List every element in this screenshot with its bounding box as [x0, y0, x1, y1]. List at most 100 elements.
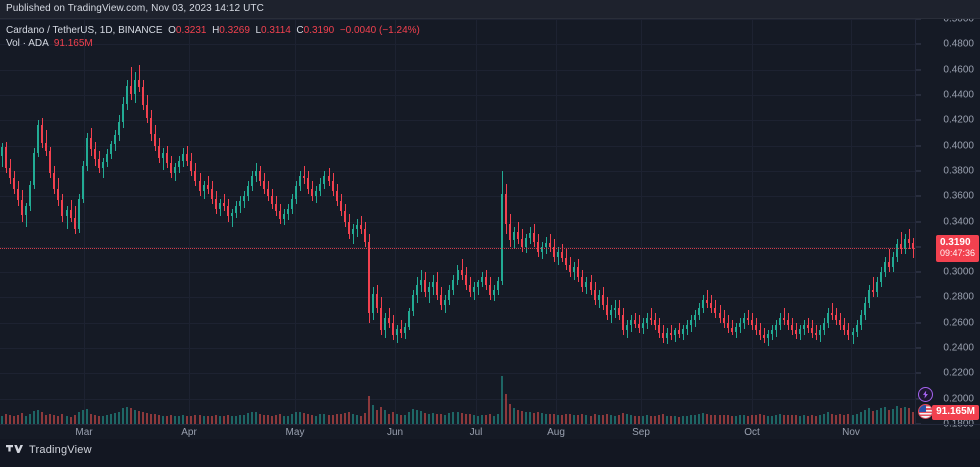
- price-axis-tick-label: 0.5000: [943, 19, 974, 25]
- volume-bar: [25, 415, 28, 424]
- candle-body: [33, 153, 36, 185]
- candle-body: [53, 173, 56, 189]
- candle-body: [468, 284, 471, 293]
- candle-body: [275, 203, 278, 212]
- candle-body: [279, 211, 282, 219]
- candle-body: [682, 329, 685, 335]
- time-axis[interactable]: Mar Apr May Jun Jul Aug Sep Oct Nov: [0, 424, 980, 439]
- candle-body: [416, 284, 419, 295]
- volume-bar: [694, 414, 697, 424]
- volume-bar: [585, 415, 588, 424]
- candle-body: [258, 170, 261, 181]
- volume-bar: [428, 414, 431, 424]
- time-axis-tick-label: May: [285, 427, 305, 438]
- volume-bar: [198, 414, 201, 424]
- candle-body: [371, 293, 374, 313]
- candle-body: [85, 137, 88, 166]
- candle-body: [803, 325, 806, 330]
- volume-bar: [291, 414, 294, 424]
- current-volume-badge[interactable]: 91.165M: [932, 405, 979, 420]
- candle-body: [891, 256, 894, 268]
- current-price-badge[interactable]: 0.3190 09:47:36: [935, 235, 979, 263]
- candle-body: [154, 134, 157, 146]
- volume-bar: [722, 415, 725, 424]
- candle-body: [791, 325, 794, 331]
- candle-wick: [853, 327, 854, 345]
- footer-bar: TradingView: [0, 439, 980, 467]
- price-axis-tick-mark: [916, 221, 921, 222]
- volume-bar: [621, 412, 624, 424]
- tradingview-logo[interactable]: TradingView: [6, 444, 92, 456]
- candle-body: [678, 330, 681, 335]
- volume-bar: [400, 414, 403, 424]
- volume-bar: [307, 414, 310, 424]
- volume-bar: [432, 413, 435, 424]
- time-axis-tick-label: Jun: [386, 427, 404, 438]
- volume-bar: [295, 412, 298, 424]
- candle-body: [843, 325, 846, 331]
- volume-histogram: [0, 19, 915, 424]
- candle-body: [645, 317, 648, 323]
- candle-body: [263, 181, 266, 189]
- volume-bar: [851, 414, 854, 424]
- volume-bar: [182, 414, 185, 424]
- volume-bar: [907, 408, 910, 424]
- candle-wick: [329, 168, 330, 187]
- candle-wick: [651, 307, 652, 326]
- gridline-horizontal: [0, 348, 915, 350]
- volume-bar: [186, 415, 189, 424]
- flag-canton: [919, 405, 927, 412]
- volume-bar: [871, 410, 874, 424]
- price-axis-tick-mark: [916, 170, 921, 172]
- volume-bar: [891, 408, 894, 424]
- volume-bar: [520, 410, 523, 424]
- volume-bar: [81, 410, 84, 424]
- candle-body: [754, 325, 757, 331]
- volume-bar: [194, 415, 197, 424]
- candle-wick: [139, 64, 140, 93]
- volume-bar: [271, 415, 274, 424]
- candle-body: [581, 277, 584, 288]
- candle-body: [41, 125, 44, 144]
- candle-body: [5, 146, 8, 169]
- gridline-horizontal: [0, 221, 915, 223]
- candle-body: [787, 320, 790, 326]
- volume-bar: [863, 409, 866, 424]
- volume-bar: [589, 415, 592, 424]
- candle-body: [496, 280, 499, 290]
- candle-body: [242, 196, 245, 202]
- volume-bar: [803, 415, 806, 424]
- us-flag-icon[interactable]: [918, 404, 933, 419]
- volume-bar: [343, 412, 346, 424]
- candle-body: [903, 239, 906, 250]
- volume-bar: [662, 414, 665, 424]
- candle-body: [170, 163, 173, 174]
- candle-body: [327, 175, 330, 181]
- candle-body: [851, 331, 854, 336]
- candle-wick: [232, 208, 233, 227]
- volume-bar: [392, 412, 394, 424]
- candle-body: [198, 181, 201, 192]
- volume-bar: [508, 404, 511, 424]
- candle-body: [859, 315, 862, 326]
- candle-wick: [131, 67, 132, 100]
- candle-body: [238, 201, 241, 207]
- price-axis[interactable]: 0.5000 0.4800 0.4600 0.4400 0.4200 0.4000 0.38…: [915, 19, 980, 430]
- candle-body: [863, 302, 866, 316]
- chart-plot-area[interactable]: [0, 19, 915, 424]
- candle-body: [778, 317, 781, 326]
- chart-container[interactable]: 0.5000 0.4800 0.4600 0.4400 0.4200 0.4000 0.38…: [0, 19, 980, 439]
- volume-bar: [702, 412, 705, 424]
- candle-body: [525, 237, 528, 247]
- volume-bar: [178, 416, 181, 424]
- volume-bar: [29, 414, 32, 424]
- candle-wick: [901, 231, 902, 255]
- volume-bar: [444, 414, 447, 424]
- volume-bar: [605, 413, 608, 424]
- candle-body: [166, 153, 169, 164]
- candle-body: [565, 258, 568, 265]
- candle-body: [782, 317, 785, 321]
- lightning-bolt-icon[interactable]: [918, 387, 933, 402]
- volume-bar: [105, 415, 108, 424]
- candle-body: [545, 243, 548, 247]
